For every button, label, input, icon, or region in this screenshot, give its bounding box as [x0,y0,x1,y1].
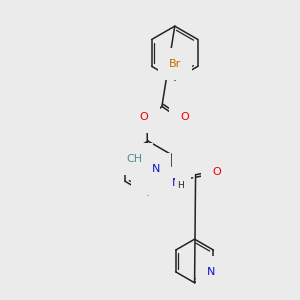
Text: CH: CH [126,154,142,164]
Text: Br: Br [169,59,181,69]
Text: O: O [140,112,148,122]
Text: H: H [177,181,184,190]
Text: CH₃: CH₃ [153,175,170,184]
Text: O: O [212,167,221,177]
Text: O: O [180,112,189,122]
Text: O: O [141,174,150,184]
Text: N: N [207,267,216,277]
Text: N: N [152,164,160,174]
Text: N: N [172,178,180,188]
